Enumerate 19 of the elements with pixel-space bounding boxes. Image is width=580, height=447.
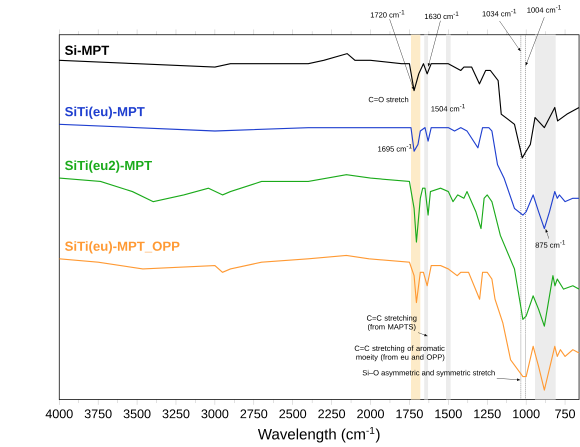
x-tick-label: 1250	[474, 409, 501, 418]
x-tick-label: 3750	[84, 409, 112, 418]
series-label: Si-MPT	[65, 45, 110, 55]
x-tick-label: 750	[555, 409, 576, 418]
x-tick-label: 2250	[318, 409, 346, 418]
x-tick-label: 2500	[279, 409, 306, 418]
x-tick-label: 2000	[357, 409, 384, 418]
x-tick-label: 1500	[435, 409, 462, 418]
x-tick-label: 3250	[162, 409, 190, 418]
series-label: SiTi(eu)-MPT	[65, 106, 145, 119]
series-label: SiTi(eu)-MPT_OPP	[65, 240, 180, 254]
x-tick-label: 3500	[124, 409, 151, 418]
x-tick-label: 1750	[396, 409, 423, 418]
x-tick-label: 4000	[46, 409, 73, 418]
x-axis-title: Wavelength (cm$^{-1}$)	[258, 426, 380, 442]
x-tick-label: 3000	[201, 409, 228, 418]
x-tick-label: 1000	[513, 409, 540, 418]
x-tick-label: 2750	[240, 409, 268, 418]
series-label: SiTi(eu2)-MPT	[65, 160, 152, 173]
